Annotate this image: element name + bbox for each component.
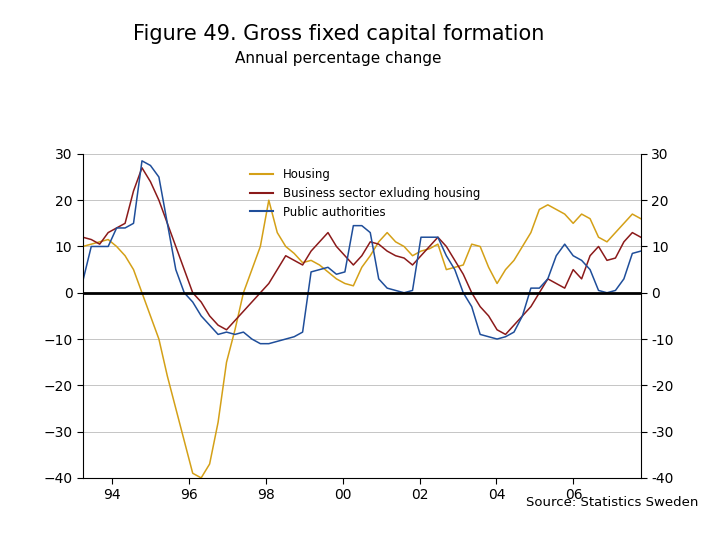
- Public authorities: [518, 313, 527, 319]
- Business sector exluding housing: [341, 253, 349, 259]
- Public authorities: [155, 174, 163, 180]
- Business sector exluding housing: [78, 234, 87, 240]
- Line: Housing: Housing: [83, 200, 641, 478]
- Housing: [121, 253, 130, 259]
- Public authorities: [349, 222, 358, 229]
- Housing: [636, 215, 645, 222]
- Business sector exluding housing: [518, 313, 527, 319]
- Business sector exluding housing: [121, 220, 130, 227]
- Business sector exluding housing: [603, 257, 611, 264]
- Housing: [324, 269, 333, 275]
- Housing: [518, 243, 527, 249]
- Housing: [78, 243, 87, 249]
- Housing: [146, 313, 155, 319]
- Housing: [264, 197, 273, 204]
- Public authorities: [78, 278, 87, 285]
- Text: SVERIGES
RIKSBANK: SVERIGES RIKSBANK: [641, 58, 680, 71]
- Housing: [603, 239, 611, 245]
- Legend: Housing, Business sector exluding housing, Public authorities: Housing, Business sector exluding housin…: [245, 163, 485, 224]
- Line: Business sector exluding housing: Business sector exluding housing: [83, 168, 641, 334]
- Public authorities: [603, 289, 611, 296]
- Business sector exluding housing: [155, 197, 163, 204]
- Business sector exluding housing: [138, 165, 146, 171]
- Line: Public authorities: Public authorities: [83, 161, 641, 343]
- Public authorities: [324, 264, 333, 271]
- Housing: [349, 282, 358, 289]
- Public authorities: [138, 158, 146, 164]
- Text: Source: Statistics Sweden: Source: Statistics Sweden: [526, 496, 698, 509]
- Public authorities: [636, 248, 645, 254]
- Public authorities: [121, 225, 130, 231]
- Business sector exluding housing: [636, 234, 645, 240]
- Public authorities: [256, 340, 265, 347]
- Business sector exluding housing: [501, 331, 510, 338]
- Business sector exluding housing: [315, 239, 324, 245]
- Text: Annual percentage change: Annual percentage change: [235, 51, 441, 66]
- Text: Figure 49. Gross fixed capital formation: Figure 49. Gross fixed capital formation: [132, 24, 544, 44]
- Housing: [197, 475, 205, 481]
